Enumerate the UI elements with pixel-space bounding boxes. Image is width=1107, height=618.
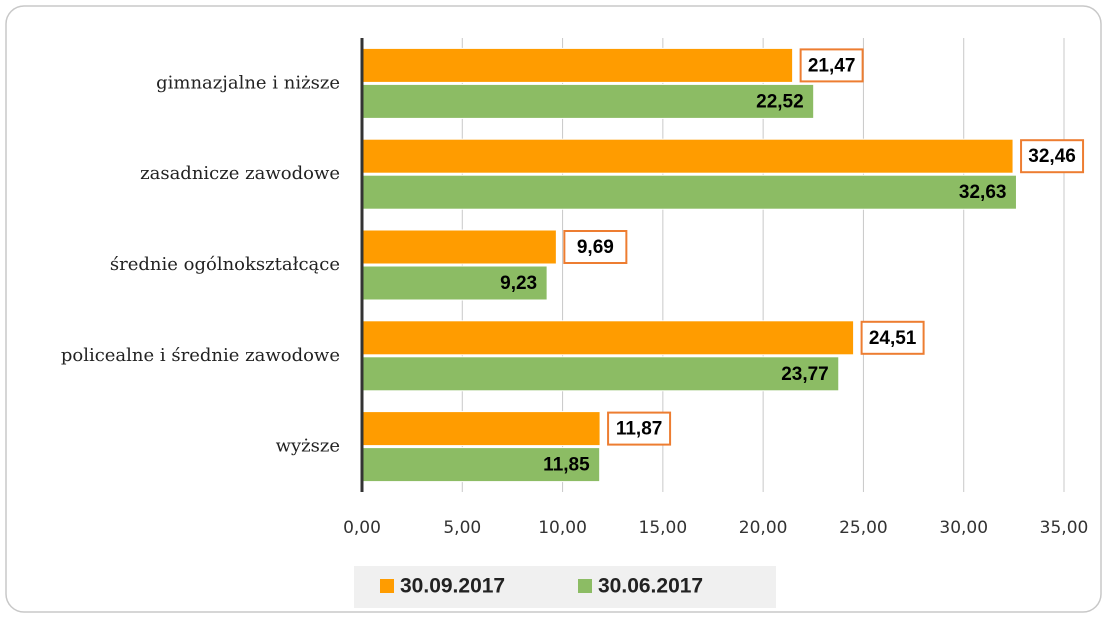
value-label: 22,52: [756, 91, 804, 112]
legend-swatch: [380, 579, 394, 593]
bar: [361, 447, 601, 483]
legend-label: 30.06.2017: [598, 575, 703, 598]
bar: [361, 265, 548, 301]
value-label: 24,51: [869, 328, 917, 349]
value-label-box: [860, 320, 925, 355]
bar: [361, 356, 840, 392]
category-label: gimnazjalne i niższe: [156, 72, 340, 93]
legend-box: [354, 566, 776, 608]
value-label: 9,69: [577, 237, 614, 258]
x-tick-label: 30,00: [939, 518, 988, 538]
category-label: policealne i średnie zawodowe: [61, 345, 340, 366]
value-label-box: [563, 230, 628, 264]
category-label: wyższe: [276, 436, 340, 457]
x-tick-label: 35,00: [1040, 518, 1089, 538]
x-tick-label: 0,00: [343, 518, 381, 538]
bar: [361, 47, 794, 83]
x-tick-label: 15,00: [639, 518, 688, 538]
legend-swatch: [578, 579, 592, 593]
category-label: średnie ogólnokształcące: [110, 254, 340, 275]
value-label-box: [1020, 139, 1085, 174]
value-label: 23,77: [781, 364, 829, 385]
value-label: 11,85: [543, 455, 590, 476]
x-tick-label: 5,00: [443, 518, 481, 538]
value-label: 21,47: [808, 55, 856, 76]
bar: [361, 229, 557, 265]
legend-label: 30.09.2017: [400, 575, 505, 598]
bar: [361, 83, 815, 119]
value-label: 11,87: [616, 419, 663, 440]
x-tick-label: 25,00: [839, 518, 888, 538]
bar: [361, 320, 855, 356]
bar: [361, 411, 601, 447]
x-tick-label: 10,00: [538, 518, 587, 538]
value-label-box: [799, 48, 864, 83]
category-label: zasadnicze zawodowe: [140, 163, 340, 184]
value-label: 32,46: [1028, 146, 1076, 167]
value-label: 32,63: [959, 182, 1007, 203]
value-label: 9,23: [500, 273, 537, 294]
bar: [361, 138, 1014, 174]
x-tick-label: 20,00: [739, 518, 788, 538]
value-label-box: [607, 411, 672, 446]
bar: [361, 174, 1017, 210]
